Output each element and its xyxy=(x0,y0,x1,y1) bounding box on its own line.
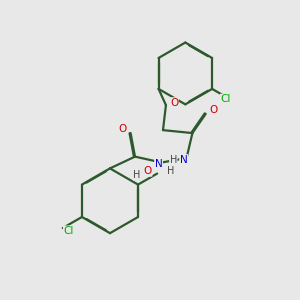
Text: O: O xyxy=(118,124,127,134)
Text: H: H xyxy=(134,170,141,180)
Text: H: H xyxy=(169,154,177,165)
Text: O: O xyxy=(170,98,178,108)
Text: O: O xyxy=(144,166,152,176)
Text: N: N xyxy=(155,159,162,169)
Text: O: O xyxy=(209,104,217,115)
Text: N: N xyxy=(180,154,188,165)
Text: H: H xyxy=(167,166,174,176)
Text: Cl: Cl xyxy=(64,226,74,236)
Text: Cl: Cl xyxy=(220,94,231,104)
